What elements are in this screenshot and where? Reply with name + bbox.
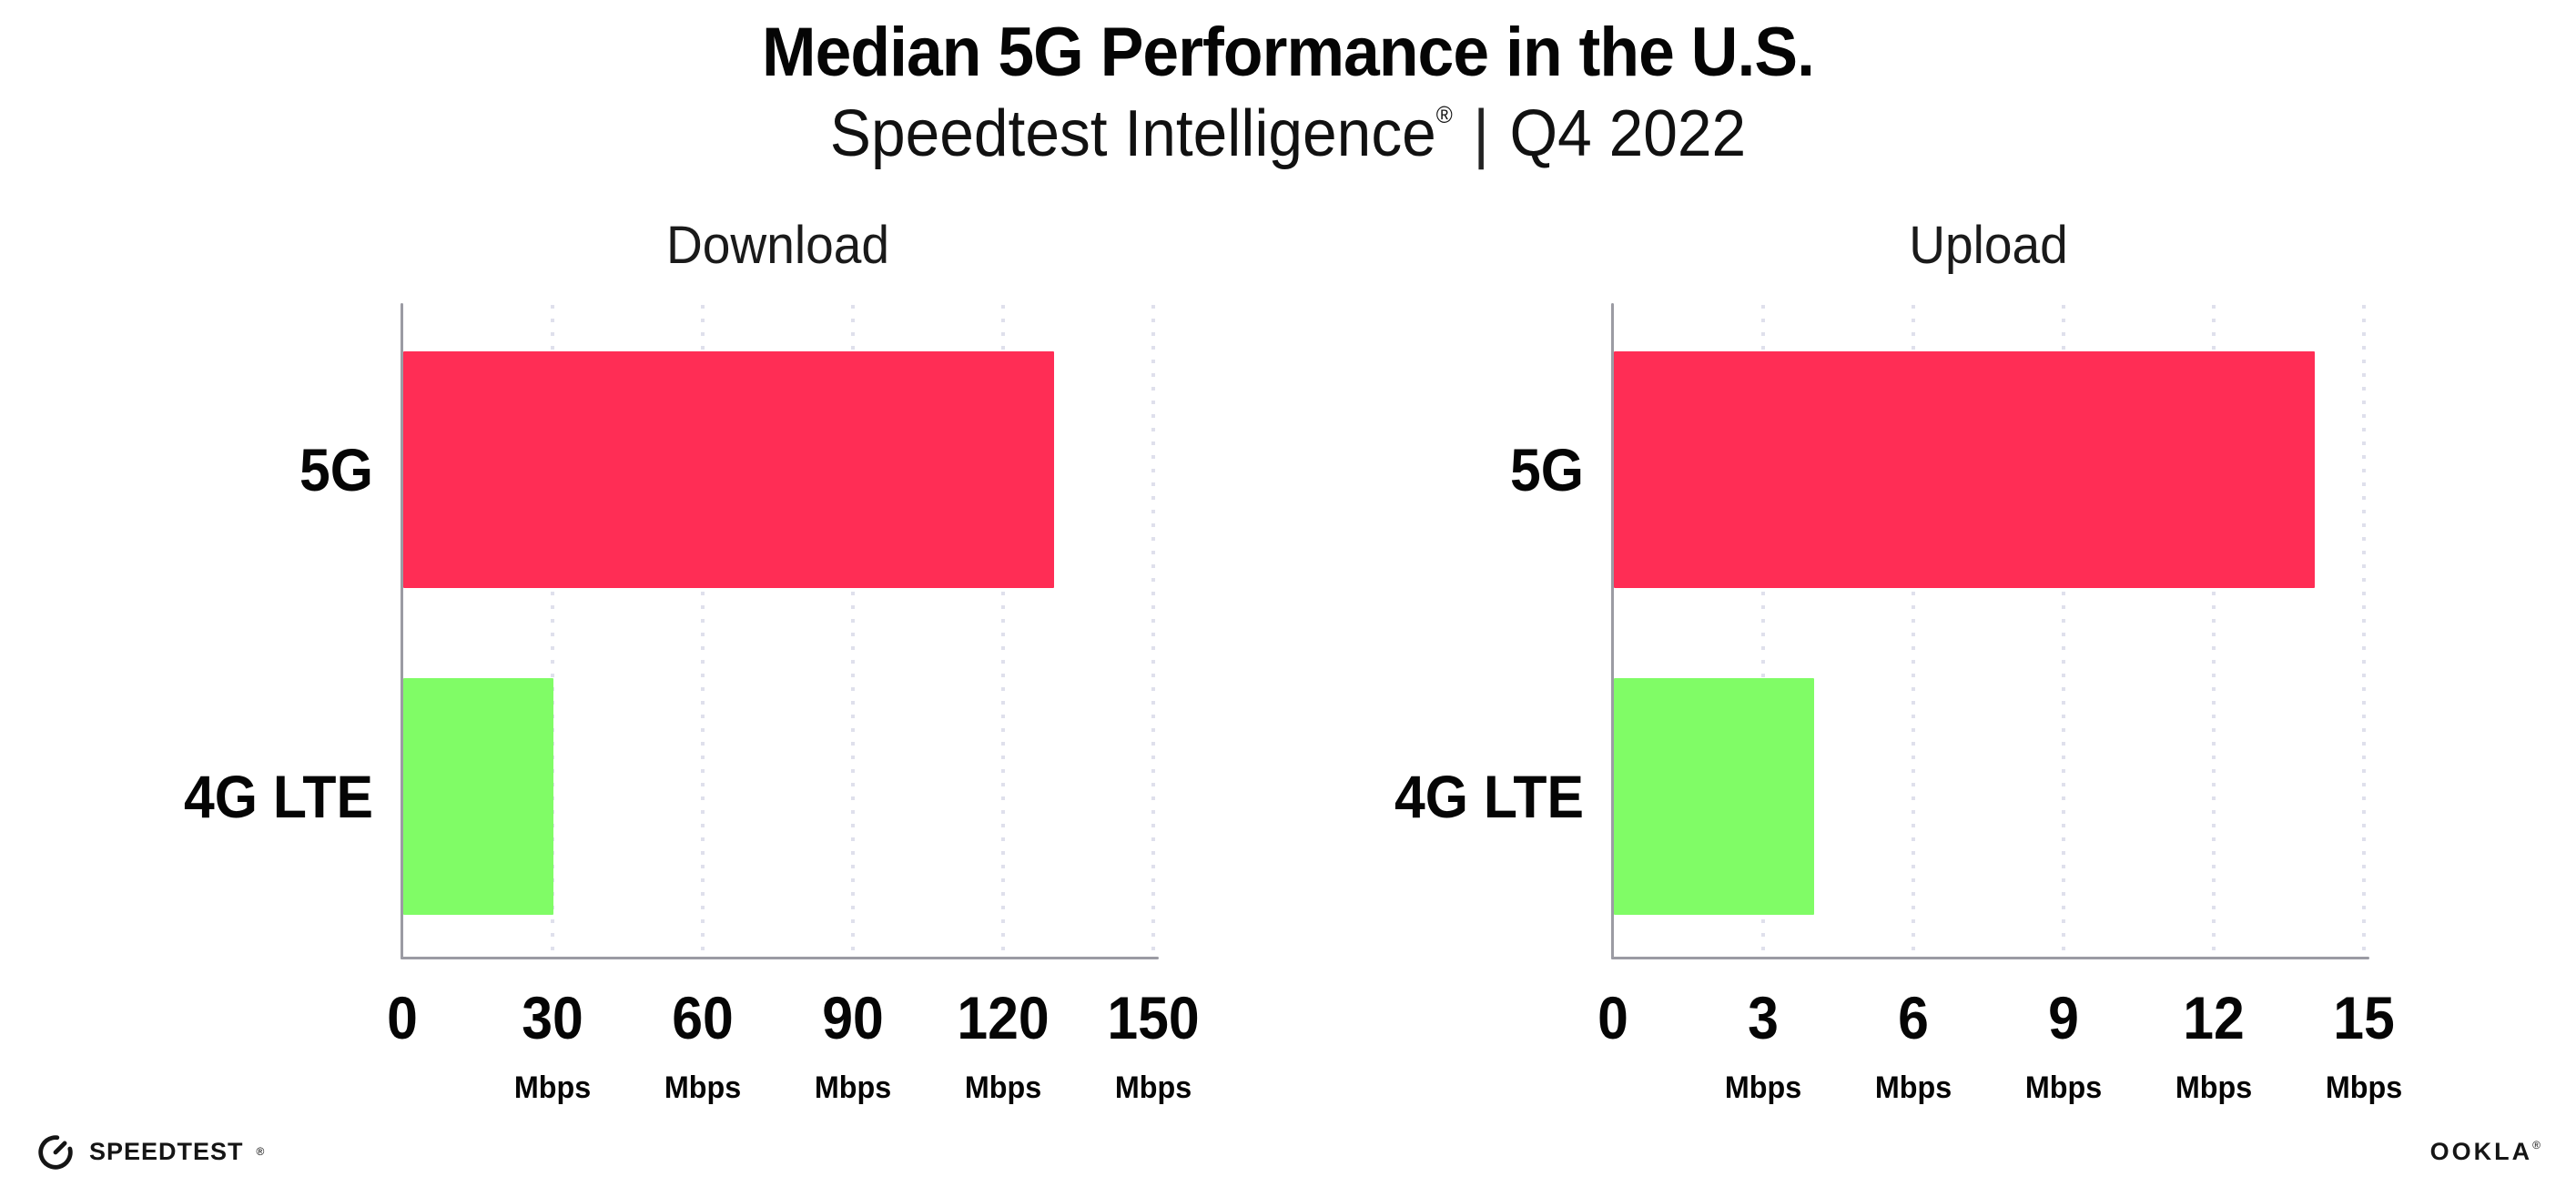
ookla-label: OOKLA [2429, 1138, 2533, 1165]
page-subtitle: Speedtest Intelligence® | Q4 2022 [77, 96, 2499, 171]
tick-unit-label: Mbps [964, 1070, 1042, 1105]
tick-unit-label: Mbps [2175, 1070, 2253, 1105]
tick-label: 120 [957, 984, 1050, 1051]
tick-label: 0 [1597, 984, 1628, 1051]
plot-area [401, 303, 1159, 959]
subtitle-period: Q4 2022 [1509, 97, 1747, 170]
bar-5g [403, 351, 1054, 588]
tick-unit-label: Mbps [814, 1070, 892, 1105]
tick-label: 3 [1748, 984, 1779, 1051]
gridline [551, 305, 554, 958]
tick-label: 15 [2333, 984, 2395, 1051]
subtitle-separator: | [1473, 97, 1489, 170]
gridline [1151, 305, 1155, 958]
tick-label: 30 [522, 984, 583, 1051]
tick-unit-label: Mbps [1724, 1070, 1802, 1105]
gridline [2062, 305, 2065, 958]
y-axis-line [1611, 303, 1614, 959]
ookla-logo: OOKLA® [2430, 1138, 2543, 1166]
speedtest-logo: SPEEDTEST ® [35, 1131, 264, 1172]
tick-unit-label: Mbps [2325, 1070, 2403, 1105]
tick-label: 90 [822, 984, 884, 1051]
speedtest-gauge-icon [38, 1135, 73, 1170]
category-label-4g-lte: 4G LTE [183, 763, 373, 830]
tick-unit-label: Mbps [2024, 1070, 2103, 1105]
gridline [1761, 305, 1765, 958]
tick-label: 150 [1107, 984, 1200, 1051]
tick-label: 12 [2183, 984, 2245, 1051]
tick-label: 60 [672, 984, 734, 1051]
gridline [701, 305, 705, 958]
gridline [2212, 305, 2216, 958]
category-label-5g: 5G [1509, 436, 1584, 503]
subtitle-brand: Speedtest Intelligence [829, 97, 1436, 170]
tick-unit-label: Mbps [1114, 1070, 1192, 1105]
speedtest-label: SPEEDTEST [89, 1137, 244, 1165]
tick-label: 9 [2048, 984, 2079, 1051]
speedtest-registered-mark: ® [256, 1145, 265, 1158]
x-axis-line [401, 957, 1159, 959]
tick-unit-label: Mbps [513, 1070, 592, 1105]
gridline [2362, 305, 2366, 958]
tick-label: 6 [1898, 984, 1929, 1051]
plot-area [1611, 303, 2369, 959]
tick-unit-label: Mbps [1874, 1070, 1952, 1105]
gridline [1912, 305, 1915, 958]
x-axis-line [1611, 957, 2369, 959]
category-label-4g-lte: 4G LTE [1394, 763, 1584, 830]
bar-4g-lte [1614, 678, 1814, 915]
category-label-5g: 5G [299, 436, 373, 503]
registered-mark: ® [1435, 101, 1453, 128]
chart-title: Upload [1909, 216, 2068, 275]
gridline [1001, 305, 1005, 958]
ookla-registered-mark: ® [2532, 1139, 2543, 1151]
bar-5g [1614, 351, 2315, 588]
chart-title: Download [665, 216, 890, 275]
tick-label: 0 [387, 984, 418, 1051]
bar-4g-lte [403, 678, 553, 915]
y-axis-line [401, 303, 403, 959]
gridline [851, 305, 855, 958]
page-title: Median 5G Performance in the U.S. [762, 14, 1815, 91]
tick-unit-label: Mbps [664, 1070, 742, 1105]
